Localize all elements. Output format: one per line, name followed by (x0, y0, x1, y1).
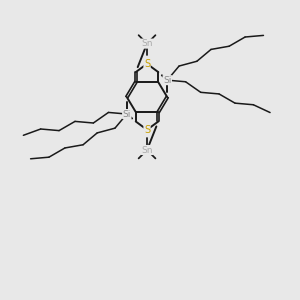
Text: Sn: Sn (141, 39, 153, 48)
Text: S: S (144, 125, 150, 135)
Text: Sn: Sn (141, 146, 153, 154)
Text: Si: Si (123, 110, 131, 118)
Text: S: S (144, 59, 150, 69)
Text: Si: Si (163, 76, 171, 85)
